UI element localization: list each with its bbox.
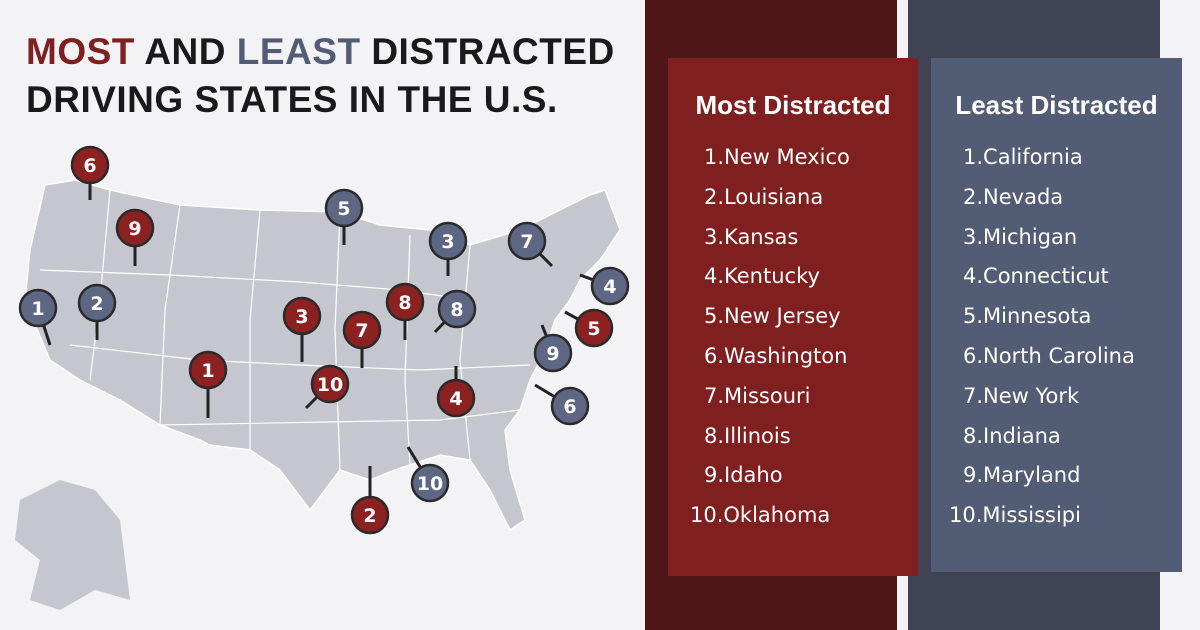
list-item: 9.Idaho (704, 463, 783, 488)
pin-label: 5 (587, 318, 600, 340)
pin-label: 6 (563, 396, 576, 418)
pin-label: 10 (417, 473, 443, 495)
pin (70, 145, 110, 185)
pin (18, 288, 58, 328)
most-heading: Most Distracted (695, 90, 891, 120)
list-item: 8.Indiana (963, 423, 1061, 448)
list-item: 10.Oklahoma (690, 503, 831, 528)
pin (590, 266, 630, 306)
pin (428, 221, 468, 261)
least-list: 1.California 2.Nevada 3.Michigan 4.Connecti… (949, 144, 1135, 542)
pin-label: 9 (128, 218, 141, 240)
pin-label: 2 (363, 505, 376, 527)
least-card: Least Distracted 1.California 2.Nevada 3.M… (931, 58, 1182, 572)
title: MOST AND LEAST DISTRACTED DRIVING STATES … (26, 28, 615, 124)
pin-label: 1 (31, 298, 44, 320)
pin (436, 378, 476, 418)
pin-label: 6 (83, 155, 96, 177)
pin (507, 221, 547, 261)
pin (385, 282, 425, 322)
list-item: 6.Washington (704, 343, 848, 368)
least-heading: Least Distracted (955, 90, 1158, 120)
list-item: 5.New Jersey (704, 304, 841, 329)
pin-label: 9 (546, 343, 559, 365)
pin (342, 310, 382, 350)
pin-label: 7 (355, 320, 368, 342)
pin (550, 386, 590, 426)
list-item: 5.Minnesota (963, 304, 1092, 329)
list-item: 7.New York (963, 383, 1080, 408)
list-item: 4.Connecticut (963, 264, 1109, 289)
title-part: DISTRACTED (371, 31, 615, 72)
pin-label: 3 (441, 231, 454, 253)
pin (350, 495, 390, 535)
pin (437, 289, 477, 329)
pin (574, 308, 614, 348)
pin (533, 333, 573, 373)
pin-label: 3 (295, 306, 308, 328)
pin (77, 283, 117, 323)
pin (282, 296, 322, 336)
pin-label: 8 (450, 299, 463, 321)
pin-label: 7 (520, 231, 533, 253)
title-and: AND (144, 31, 226, 72)
pin-label: 2 (90, 293, 103, 315)
pin (324, 188, 364, 228)
list-item: 1.California (963, 145, 1083, 169)
pin-label: 4 (449, 388, 462, 410)
pin-label: 1 (201, 360, 214, 382)
most-card: Most Distracted 1.New Mexico 2.Louisiana 3… (668, 58, 918, 576)
list-item: 6.North Carolina (963, 343, 1135, 368)
pin-label: 10 (317, 374, 343, 396)
list-item: 2.Nevada (963, 184, 1064, 209)
title-part: DRIVING STATES IN THE U.S. (26, 79, 558, 120)
list-item: 9.Maryland (963, 463, 1081, 488)
title-most: MOST (26, 31, 135, 72)
list-item: 3.Michigan (963, 224, 1078, 249)
pin (410, 463, 450, 503)
alaska (15, 480, 130, 610)
list-item: 7.Missouri (704, 383, 811, 408)
pin-label: 5 (337, 198, 350, 220)
list-item: 10.Mississipi (949, 503, 1081, 528)
pin-label: 4 (603, 276, 616, 298)
most-list: 1.New Mexico 2.Louisiana 3.Kansas 4.Kentuck… (690, 144, 850, 542)
pin (115, 208, 155, 248)
list-item: 1.New Mexico (704, 145, 850, 169)
list-item: 3.Kansas (704, 224, 799, 249)
list-item: 4.Kentucky (704, 264, 820, 289)
title-least: LEAST (236, 31, 361, 72)
pin-label: 8 (398, 292, 411, 314)
list-item: 2.Louisiana (704, 184, 824, 209)
pin (310, 364, 350, 404)
pin (188, 350, 228, 390)
list-item: 8.Illinois (704, 423, 791, 448)
